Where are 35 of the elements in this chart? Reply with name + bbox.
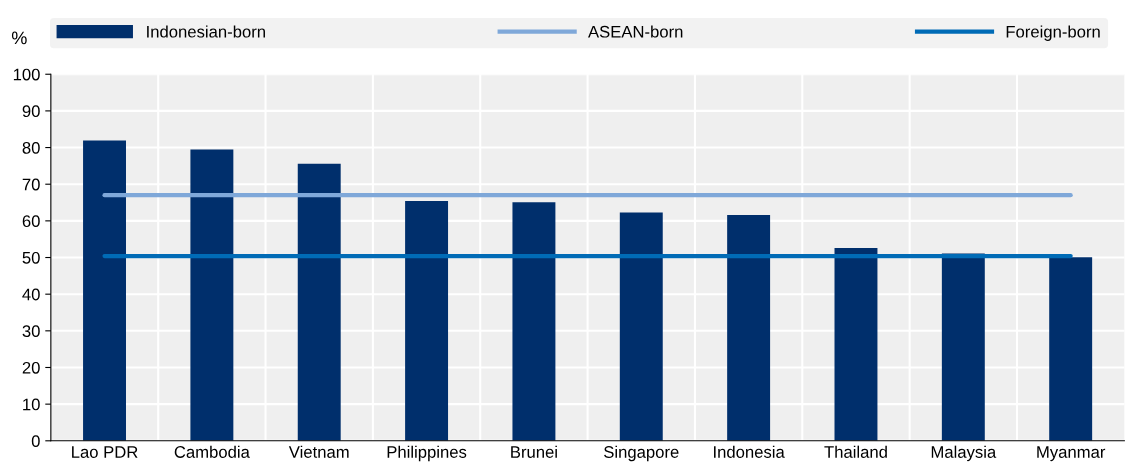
legend-label: ASEAN-born bbox=[588, 25, 683, 38]
legend-label: Indonesian-born bbox=[147, 25, 265, 38]
y-tick-label: 40 bbox=[22, 288, 40, 301]
bar bbox=[405, 201, 449, 441]
bar bbox=[512, 202, 556, 441]
y-tick-label: 70 bbox=[22, 178, 40, 191]
x-tick-label: Lao PDR bbox=[72, 446, 138, 458]
y-tick-label: 50 bbox=[22, 251, 40, 264]
y-tick-label: 20 bbox=[22, 361, 40, 374]
y-tick-label: 10 bbox=[23, 398, 40, 411]
bar bbox=[834, 247, 878, 441]
x-tick-label: Philippines bbox=[387, 445, 467, 462]
bar bbox=[83, 140, 126, 441]
y-axis-title: % bbox=[11, 31, 27, 45]
x-tick-label: Vietnam bbox=[288, 445, 349, 458]
legend-label: Foreign-born bbox=[1006, 25, 1100, 41]
bar bbox=[941, 253, 985, 441]
x-tick-label: Malaysia bbox=[931, 445, 997, 462]
x-tick-label: Thailand bbox=[824, 445, 887, 458]
y-tick-label: 80 bbox=[22, 141, 40, 154]
bar bbox=[1049, 257, 1093, 441]
bar bbox=[297, 163, 341, 441]
y-tick-label: 30 bbox=[22, 325, 40, 338]
y-tick-label: 60 bbox=[22, 215, 40, 228]
y-tick-label: 90 bbox=[22, 105, 40, 118]
bar bbox=[190, 149, 234, 441]
x-tick-label: Cambodia bbox=[174, 445, 250, 458]
bar bbox=[727, 215, 771, 441]
bar bbox=[619, 212, 663, 441]
y-tick-label: 0 bbox=[31, 435, 40, 447]
y-tick-label: 100 bbox=[13, 68, 40, 81]
x-tick-label: Brunei bbox=[511, 445, 557, 458]
x-tick-label: Myanmar bbox=[1037, 446, 1106, 462]
x-tick-label: Indonesia bbox=[714, 445, 785, 458]
x-tick-label: Singapore bbox=[604, 445, 679, 462]
